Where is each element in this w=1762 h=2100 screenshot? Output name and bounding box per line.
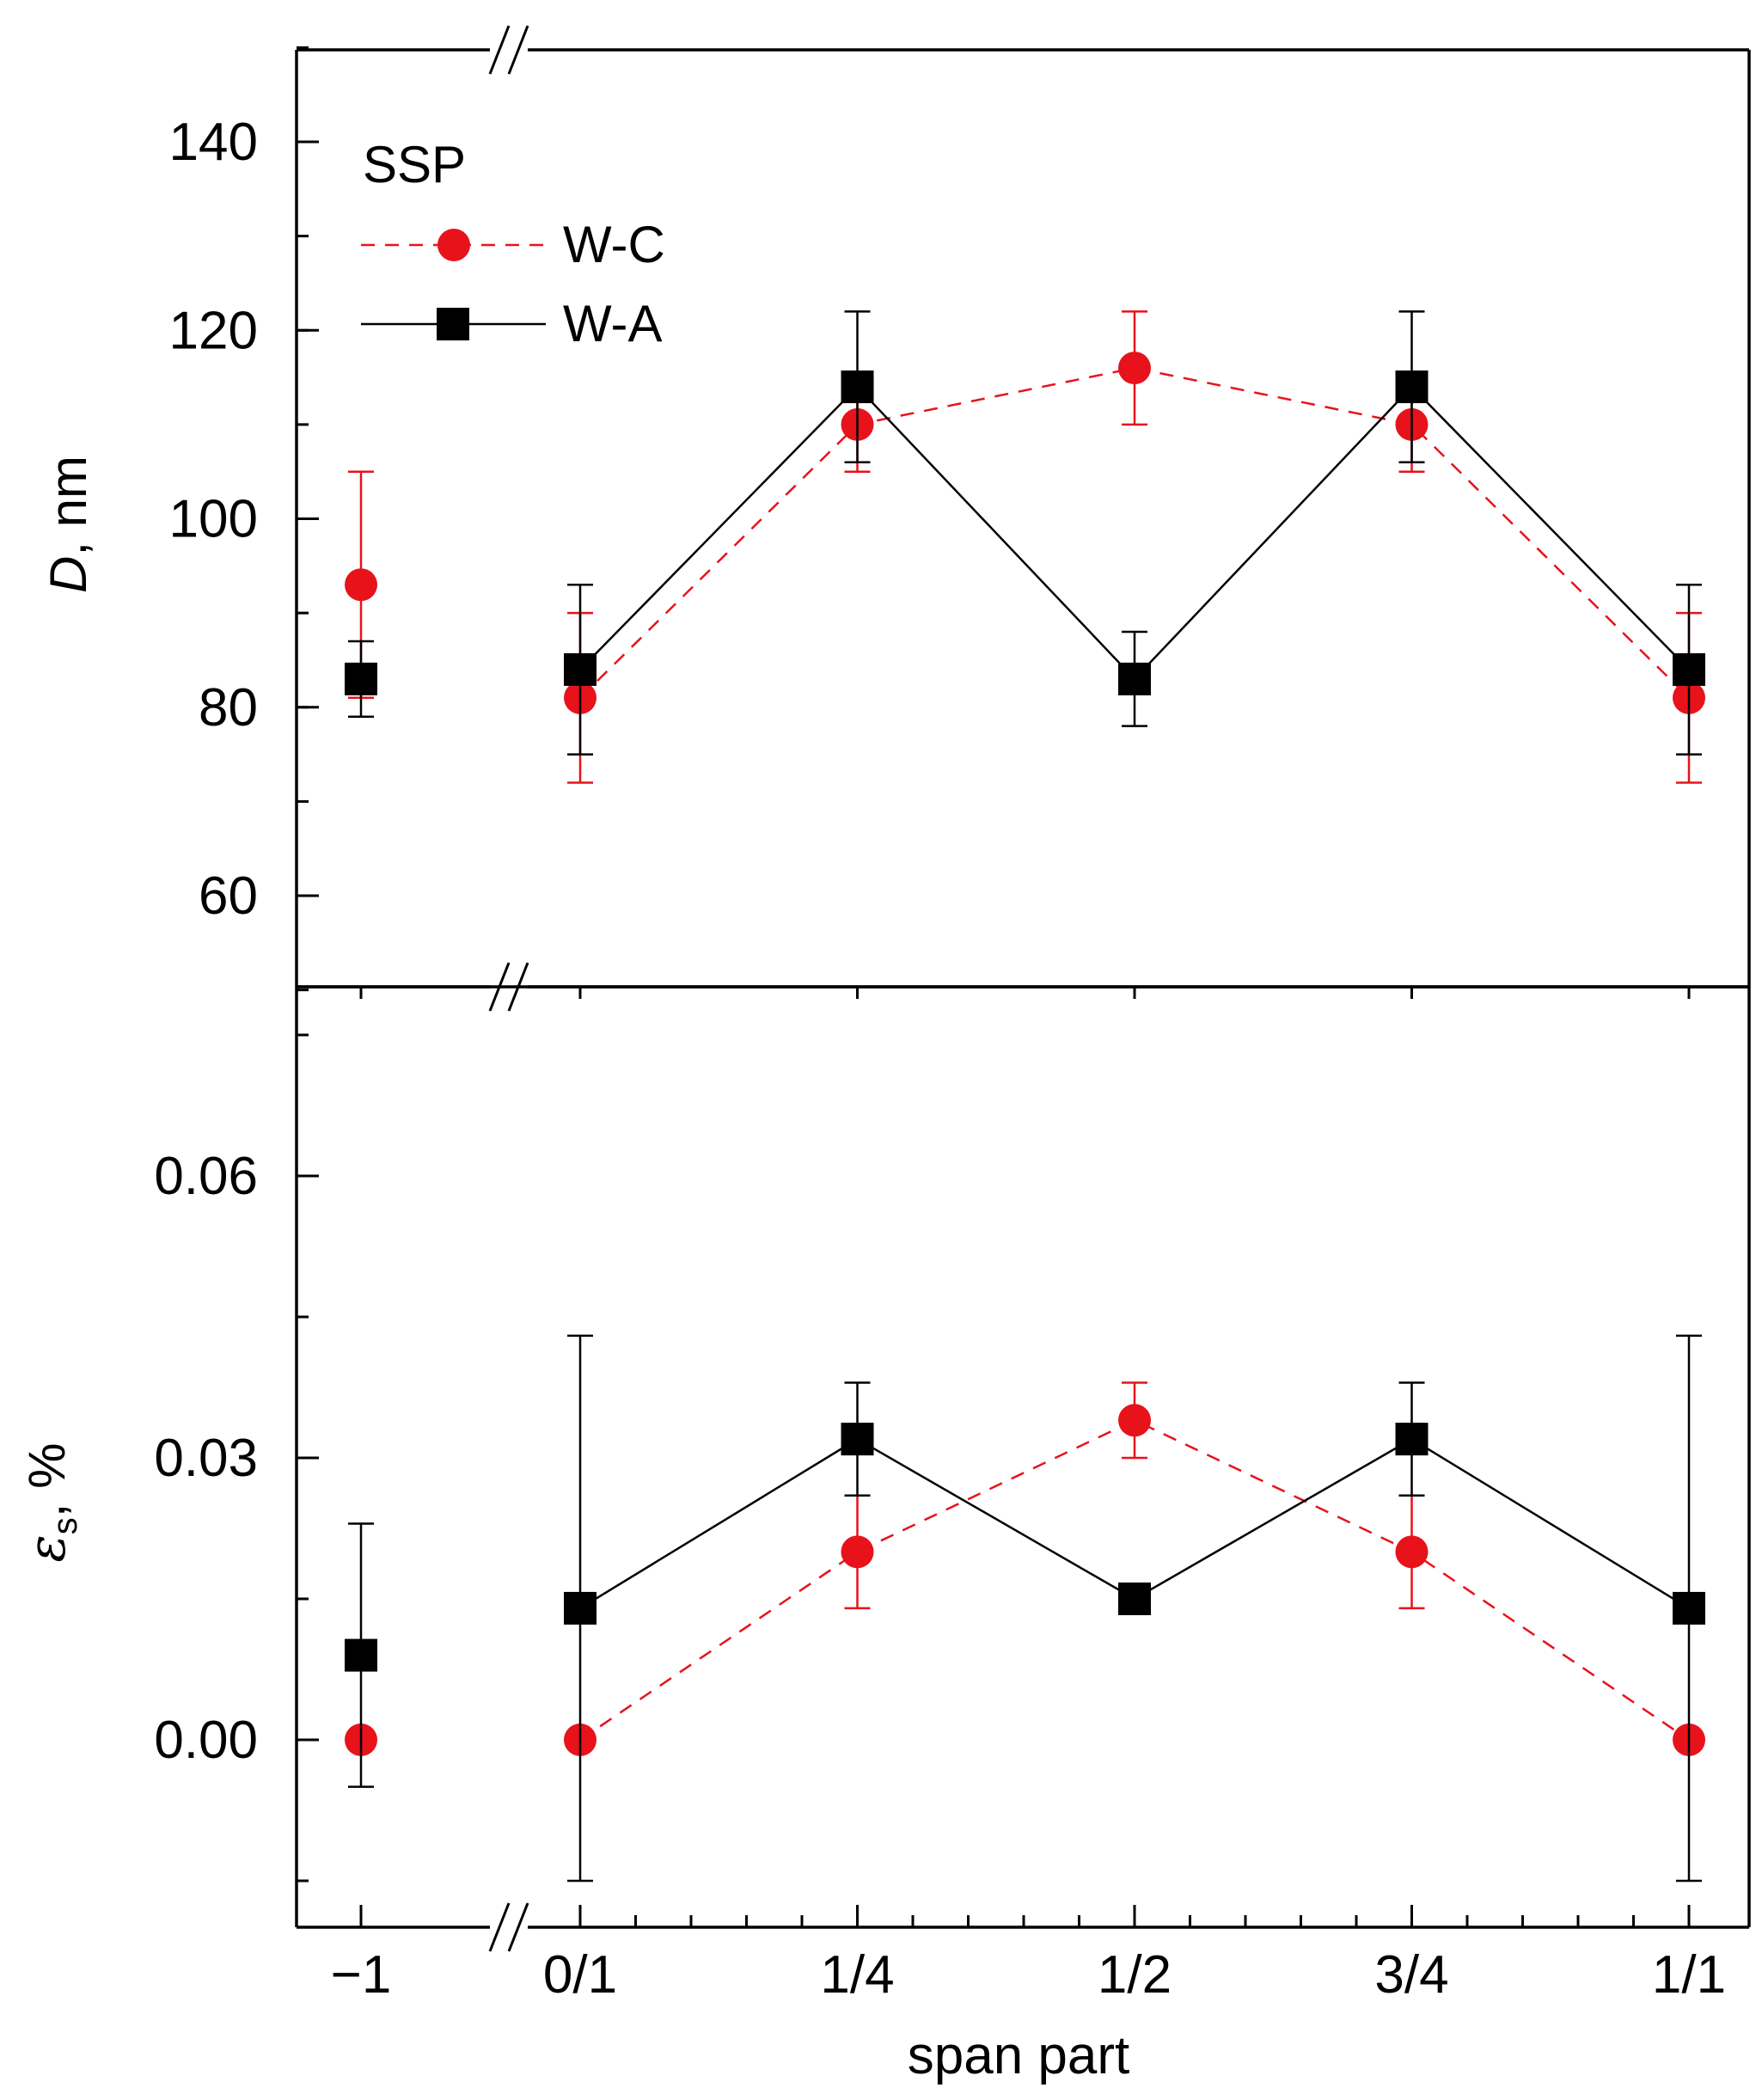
top-wa-point: [841, 370, 874, 404]
bottom-wa-point: [1673, 1591, 1705, 1625]
bottom-axes-frame: [295, 985, 1751, 1952]
bottom-wa-point: [1395, 1423, 1429, 1456]
legend-wa-marker: [437, 308, 469, 340]
legend-title: SSP: [363, 136, 466, 193]
top-wc-point: [1118, 352, 1151, 385]
legend-wa-label: W-A: [563, 295, 663, 352]
x-tick-label: 3/4: [1374, 1945, 1448, 2005]
bottom-series-layer: [345, 1334, 1705, 1883]
top-y-label-rest: , nm: [40, 456, 97, 556]
top-wa-point: [564, 652, 597, 686]
top-y-tick-label: 140: [169, 113, 258, 172]
bottom-y-tick-label: 0.03: [154, 1429, 258, 1488]
legend-wc-marker: [437, 229, 470, 261]
x-tick-label: 1/1: [1652, 1945, 1726, 2005]
x-tick-label: 1/4: [820, 1945, 894, 2005]
legend-wc-label: W-C: [563, 216, 665, 273]
bottom-wc-point: [841, 1535, 874, 1569]
bottom-y-axis-label: εs, %: [17, 1443, 84, 1563]
bottom-y-label-symbol: ε: [17, 1534, 77, 1562]
bottom-wa-point: [564, 1591, 597, 1625]
top-wc-line: [579, 366, 1690, 699]
bottom-y-label-sub: s: [46, 1517, 84, 1534]
top-wa-point: [1118, 662, 1151, 695]
top-wc-point: [345, 568, 377, 602]
x-axis-label: span part: [908, 2026, 1130, 2085]
top-series-layer: [345, 310, 1705, 784]
bottom-wa-point: [345, 1638, 377, 1672]
legend: SSP W-C W-A: [361, 136, 665, 352]
bottom-wa-point: [1118, 1583, 1151, 1615]
x-tick-label: 0/1: [543, 1945, 617, 2005]
bottom-wc-point: [1118, 1404, 1151, 1437]
bottom-bottom-spine-break-mark-1: [488, 1902, 511, 1952]
bottom-wc-line: [579, 1418, 1690, 1742]
bottom-y-label-rest: , %: [18, 1443, 76, 1518]
top-y-tick-label: 80: [199, 678, 258, 738]
x-ticks: −1 0/1 1/4 1/2 3/4 1/1: [331, 987, 1726, 2005]
top-y-tick-label: 120: [169, 301, 258, 360]
top-wa-point: [345, 662, 377, 695]
top-y-ticks: 60 80 100 120 140: [169, 46, 319, 992]
top-top-spine-break-mark-1: [488, 25, 511, 75]
top-wa-point: [1395, 370, 1429, 404]
bottom-bottom-spine-break-mark-2: [507, 1902, 529, 1952]
top-wa-point: [1673, 652, 1705, 686]
top-y-axis-label: D, nm: [40, 456, 97, 593]
bottom-y-tick-label: 0.00: [154, 1711, 258, 1770]
bottom-y-tick-label: 0.06: [154, 1147, 258, 1206]
top-y-label-italic: D: [40, 556, 97, 593]
top-y-tick-label: 60: [199, 866, 258, 926]
bottom-wa-point: [841, 1423, 874, 1456]
bottom-y-ticks: 0.00 0.03 0.06: [154, 1033, 319, 1883]
top-y-tick-label: 100: [169, 490, 258, 549]
top-top-spine-break-mark-2: [507, 25, 529, 75]
bottom-panel: 0.00 0.03 0.06 −1 0/1 1/4 1/2 3/4 1/1 εs, % spa…: [17, 985, 1751, 2085]
bottom-wc-point: [1395, 1535, 1429, 1569]
x-tick-label: 1/2: [1098, 1945, 1172, 2005]
x-tick-label: −1: [331, 1945, 392, 2005]
